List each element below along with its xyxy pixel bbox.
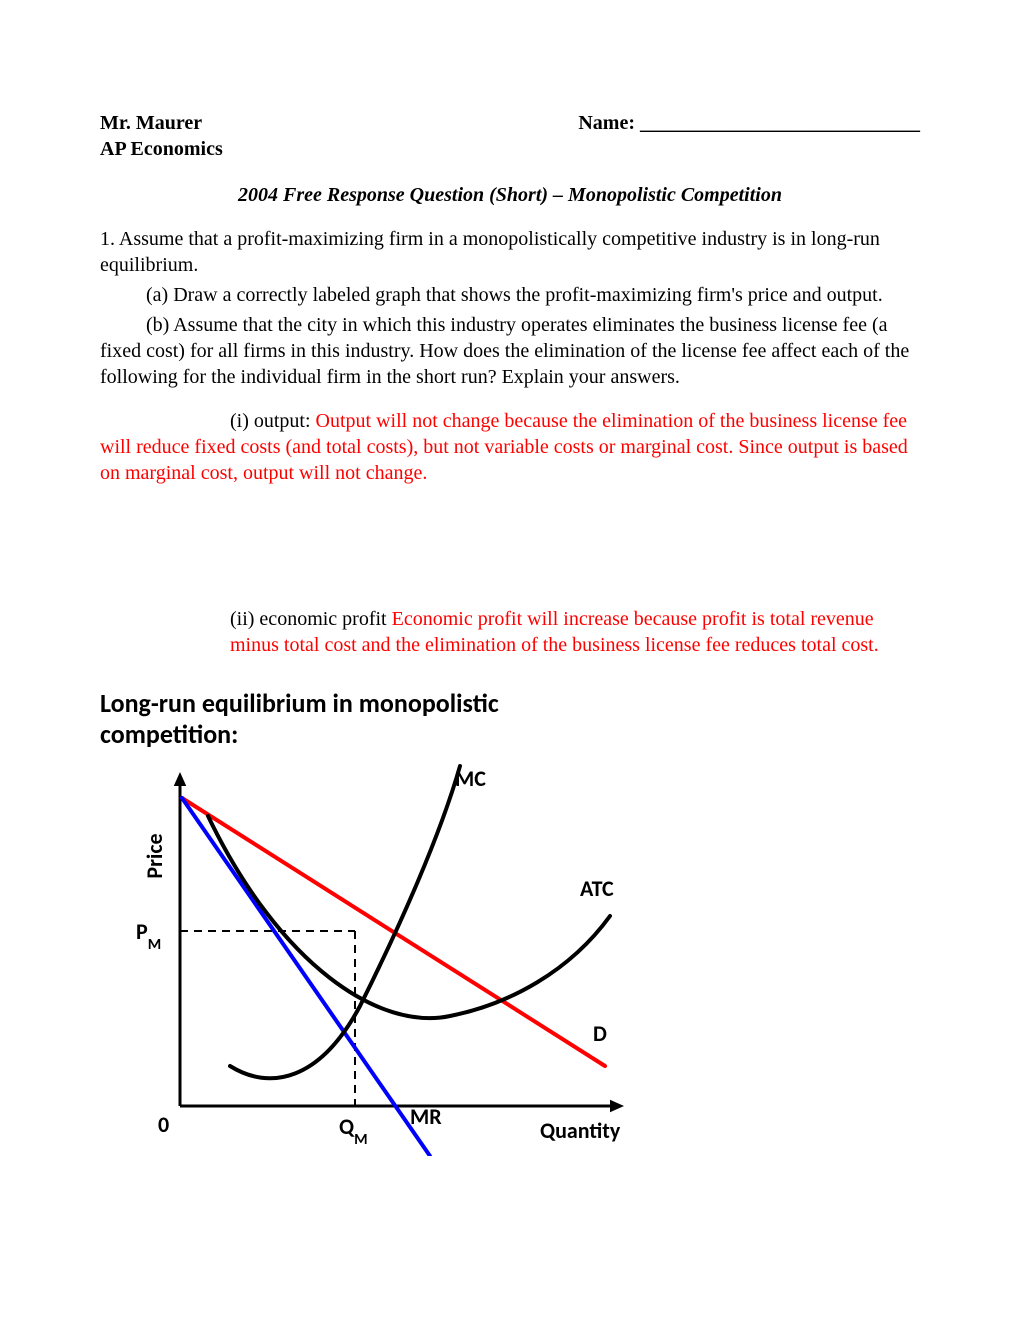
svg-text:Price: Price	[141, 834, 168, 879]
course-name: AP Economics	[100, 136, 920, 162]
answer-i-label: (i) output:	[230, 410, 316, 432]
svg-text:ATC: ATC	[580, 875, 614, 902]
svg-text:MR: MR	[410, 1103, 442, 1130]
question-part-a: (a) Draw a correctly labeled graph that …	[100, 282, 920, 308]
chart-title: Long-run equilibrium in monopolistic com…	[100, 688, 920, 750]
question-part-b: (b) Assume that the city in which this i…	[100, 312, 920, 390]
question-intro: 1. Assume that a profit-maximizing firm …	[100, 226, 920, 278]
answer-ii-label: (ii) economic profit	[230, 608, 392, 630]
document-title: 2004 Free Response Question (Short) – Mo…	[100, 182, 920, 208]
svg-text:QM: QM	[339, 1113, 368, 1149]
chart-container: Long-run equilibrium in monopolistic com…	[100, 688, 920, 1156]
answer-ii: (ii) economic profit Economic profit wil…	[100, 606, 920, 658]
answer-i: (i) output: Output will not change becau…	[100, 408, 920, 486]
svg-text:0: 0	[158, 1111, 169, 1138]
svg-text:D: D	[593, 1020, 607, 1047]
answer-i-text: Output will not change because the elimi…	[100, 410, 908, 484]
teacher-name: Mr. Maurer	[100, 110, 202, 136]
svg-text:Quantity: Quantity	[540, 1117, 621, 1144]
monopolistic-competition-chart: Price Quantity 0 PM QM MC ATC D MR	[100, 756, 640, 1156]
name-field-label: Name: ____________________________	[578, 110, 920, 136]
svg-text:PM: PM	[136, 918, 161, 954]
svg-text:MC: MC	[455, 765, 486, 792]
